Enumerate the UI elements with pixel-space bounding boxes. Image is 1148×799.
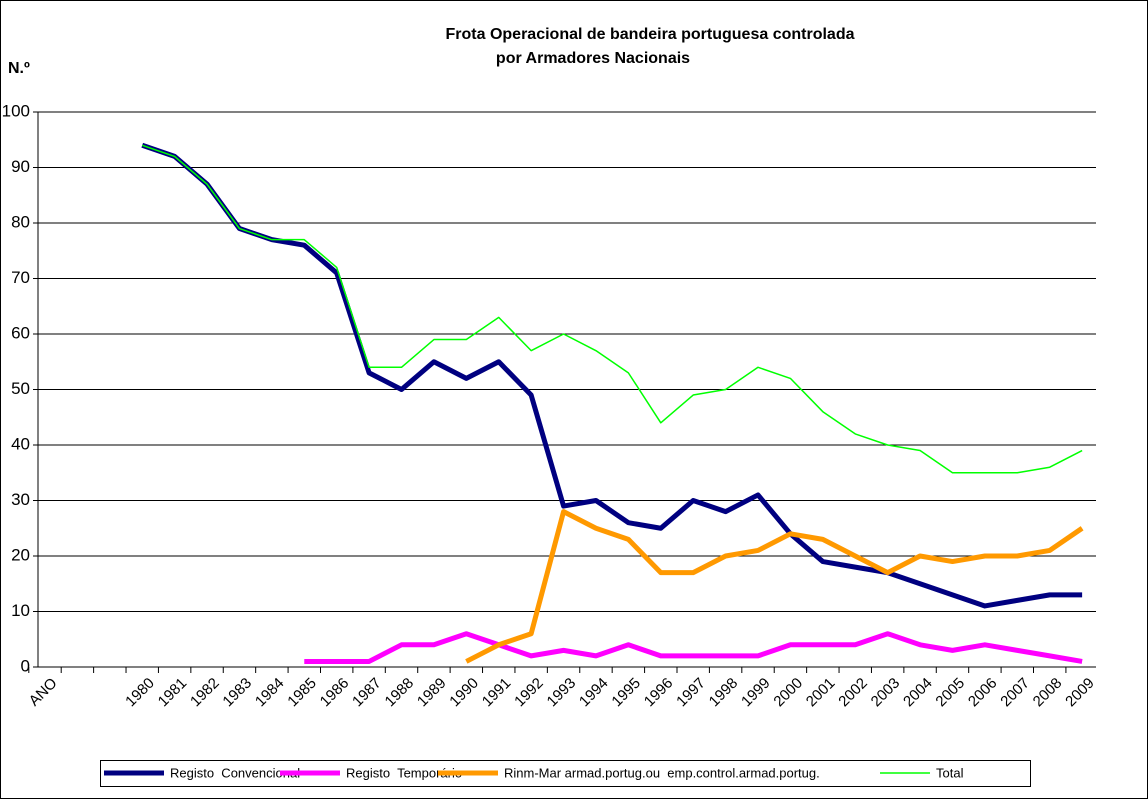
legend-label: Registo Convencional <box>170 765 300 780</box>
y-tick-label: 90 <box>11 157 30 176</box>
legend-label: Registo Temporário <box>346 765 462 780</box>
y-tick-label: 0 <box>21 656 30 675</box>
y-tick-label: 100 <box>2 101 30 120</box>
y-tick-label: 40 <box>11 434 30 453</box>
y-tick-label: 60 <box>11 323 30 342</box>
y-tick-label: 30 <box>11 490 30 509</box>
series-line <box>141 142 1083 609</box>
legend <box>100 760 1031 787</box>
legend-label: Rinm-Mar armad.portug.ou emp.control.arm… <box>504 765 820 780</box>
series-line <box>465 509 1084 664</box>
y-tick-label: 80 <box>11 212 30 231</box>
series-line <box>304 631 1083 664</box>
chart-title: Frota Operacional de bandeira portuguesa… <box>446 26 855 43</box>
chart-subtitle: por Armadores Nacionais <box>496 50 690 67</box>
series-line <box>141 144 1083 474</box>
y-tick-label: 10 <box>11 601 30 620</box>
y-tick-label: 70 <box>11 268 30 287</box>
y-tick-label: 20 <box>11 545 30 564</box>
legend-label: Total <box>936 765 964 780</box>
y-axis-label: N.º <box>8 60 30 77</box>
y-tick-label: 50 <box>11 379 30 398</box>
